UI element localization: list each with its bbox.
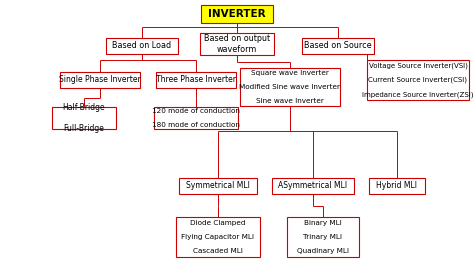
FancyBboxPatch shape [240, 68, 340, 106]
Text: Single Phase Inverter: Single Phase Inverter [59, 76, 141, 84]
Text: Voltage Source Inverter(VSI)

Current Source Inverter(CSI)

Impedance Source Inv: Voltage Source Inverter(VSI) Current Sou… [362, 62, 474, 98]
FancyBboxPatch shape [154, 107, 238, 129]
Text: Half-Bridge

Full-Bridge: Half-Bridge Full-Bridge [63, 103, 105, 133]
Text: Diode Clamped

Flying Capacitor MLI

Cascaded MLI: Diode Clamped Flying Capacitor MLI Casca… [182, 220, 255, 254]
FancyBboxPatch shape [176, 217, 260, 257]
Text: Based on output
waveform: Based on output waveform [204, 34, 270, 54]
FancyBboxPatch shape [201, 5, 273, 23]
Text: Square wave Inverter

Modified Sine wave Inverter

Sine wave Inverter: Square wave Inverter Modified Sine wave … [239, 70, 340, 104]
Text: 120 mode of conduction

180 mode of conduction: 120 mode of conduction 180 mode of condu… [152, 108, 240, 128]
Text: Based on Load: Based on Load [112, 42, 172, 50]
FancyBboxPatch shape [52, 107, 116, 129]
FancyBboxPatch shape [287, 217, 359, 257]
FancyBboxPatch shape [156, 72, 236, 88]
Text: Hybrid MLI: Hybrid MLI [376, 181, 418, 191]
FancyBboxPatch shape [302, 38, 374, 54]
Text: Based on Source: Based on Source [304, 42, 372, 50]
FancyBboxPatch shape [367, 60, 469, 100]
Text: Symmetrical MLI: Symmetrical MLI [186, 181, 250, 191]
FancyBboxPatch shape [272, 178, 354, 194]
Text: Three Phase Inverter: Three Phase Inverter [156, 76, 236, 84]
Text: ASymmetrical MLI: ASymmetrical MLI [278, 181, 347, 191]
Text: INVERTER: INVERTER [208, 9, 266, 19]
Text: Binary MLI

Trinary MLI

Quadinary MLI: Binary MLI Trinary MLI Quadinary MLI [297, 220, 349, 254]
FancyBboxPatch shape [369, 178, 425, 194]
FancyBboxPatch shape [60, 72, 140, 88]
FancyBboxPatch shape [179, 178, 257, 194]
FancyBboxPatch shape [200, 33, 274, 55]
FancyBboxPatch shape [106, 38, 178, 54]
